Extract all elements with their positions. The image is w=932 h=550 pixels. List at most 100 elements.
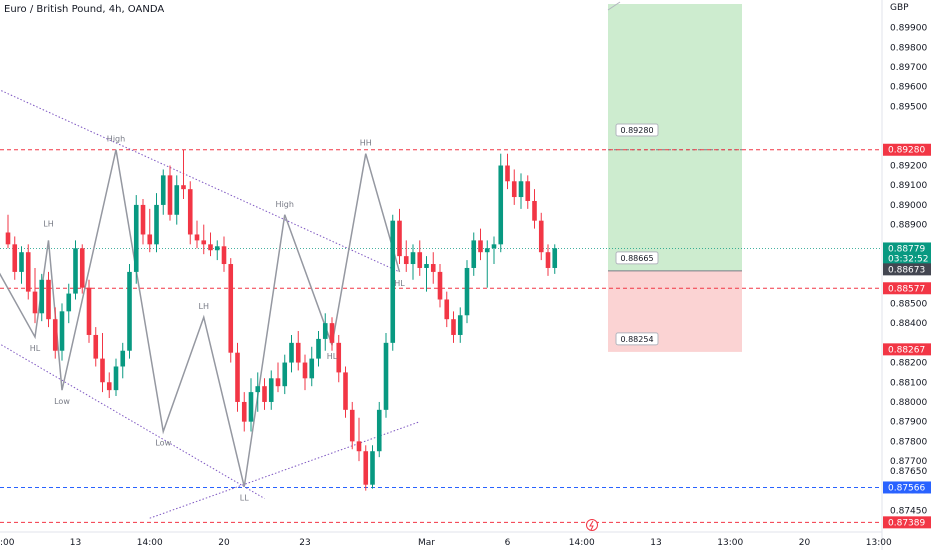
candle bbox=[100, 332, 105, 393]
chart-title: Euro / British Pound, 4h, OANDA bbox=[4, 4, 165, 15]
time-tick: :00 bbox=[0, 538, 15, 548]
pattern-label-high: High bbox=[276, 200, 294, 209]
candle bbox=[430, 252, 436, 284]
candle bbox=[289, 334, 294, 373]
candle-body bbox=[545, 252, 551, 268]
candle-body bbox=[86, 287, 92, 335]
candle-body bbox=[248, 392, 254, 422]
price-tick: 0.87700 bbox=[890, 457, 927, 467]
candle-body bbox=[140, 204, 146, 235]
candle-body bbox=[457, 315, 463, 335]
pattern-label-hl: HL bbox=[30, 344, 41, 353]
candle bbox=[390, 214, 396, 351]
candle-body bbox=[282, 362, 288, 387]
price-tick: 0.87800 bbox=[890, 437, 927, 447]
candle bbox=[154, 193, 159, 253]
pattern-label-high: High bbox=[107, 135, 125, 144]
candle bbox=[221, 236, 227, 272]
candle bbox=[187, 181, 193, 245]
price-axis[interactable]: GBP0.874500.875500.876500.877000.878000.… bbox=[881, 0, 932, 550]
price-tick: 0.88400 bbox=[890, 319, 927, 329]
candle-body bbox=[390, 220, 396, 343]
candle-body bbox=[505, 165, 510, 182]
candle-body bbox=[268, 378, 274, 402]
price-tag-label: 0.88673 bbox=[888, 265, 925, 275]
price-tick: 0.88100 bbox=[890, 378, 927, 388]
candle-body bbox=[32, 291, 38, 314]
candle-body bbox=[127, 271, 132, 351]
long-position-tool[interactable]: 0.89280 0.88665 0.88254 bbox=[607, 1, 742, 352]
candle bbox=[444, 291, 450, 328]
time-axis[interactable]: :00 13 14:00 20 23 Mar 6 14:00 13 13:00 20 13:00 bbox=[0, 519, 892, 549]
zigzag-path bbox=[0, 149, 401, 487]
price-tick: 0.89200 bbox=[890, 162, 927, 172]
candle-body bbox=[309, 358, 315, 379]
trend-lines bbox=[0, 90, 420, 519]
candle bbox=[491, 236, 497, 265]
candle bbox=[52, 307, 58, 359]
candle-body bbox=[349, 409, 355, 442]
level-tag bbox=[883, 516, 931, 529]
candle-body bbox=[113, 366, 119, 391]
time-tick: 14:00 bbox=[137, 538, 163, 548]
candle-body bbox=[241, 401, 247, 422]
price-tick: 0.89100 bbox=[890, 181, 927, 191]
candle bbox=[356, 417, 362, 462]
candle-body bbox=[484, 248, 490, 253]
level-tag-label: 0.87389 bbox=[888, 518, 925, 528]
candle bbox=[518, 173, 524, 209]
candle bbox=[59, 303, 65, 361]
candle-body bbox=[12, 244, 18, 272]
candle bbox=[73, 240, 78, 300]
candle-body bbox=[356, 441, 362, 452]
candle-body bbox=[430, 264, 436, 272]
price-tick: 0.89000 bbox=[890, 201, 927, 211]
candle bbox=[552, 244, 558, 274]
position-handle bbox=[607, 1, 621, 11]
pattern-label-hh: HH bbox=[360, 139, 372, 148]
price-tick: 0.89800 bbox=[890, 43, 927, 53]
candle bbox=[309, 346, 315, 387]
zigzag-line bbox=[0, 149, 401, 487]
candle-body bbox=[336, 342, 342, 373]
candle bbox=[248, 378, 254, 432]
candle bbox=[12, 236, 18, 280]
candle bbox=[397, 208, 402, 265]
pattern-label-hl: HL bbox=[394, 279, 405, 288]
candle bbox=[329, 317, 335, 351]
candle-body bbox=[262, 386, 267, 402]
stop-label: 0.88254 bbox=[620, 335, 653, 344]
pattern-label-ll: LL bbox=[240, 494, 249, 503]
candle bbox=[86, 279, 92, 343]
time-tick: 20 bbox=[799, 538, 811, 548]
candle-body bbox=[295, 342, 301, 363]
candle bbox=[437, 264, 443, 308]
candle bbox=[181, 149, 186, 200]
candle bbox=[120, 342, 126, 379]
candle bbox=[322, 313, 328, 351]
candle-body bbox=[147, 234, 153, 245]
candle bbox=[262, 378, 267, 410]
candle bbox=[79, 244, 85, 294]
candle-body bbox=[255, 386, 261, 393]
level-tag-label: 0.87566 bbox=[888, 483, 925, 493]
price-tick: 0.89600 bbox=[890, 83, 927, 93]
level-tag-label: 0.89280 bbox=[888, 146, 925, 156]
candle bbox=[214, 240, 220, 261]
candle bbox=[484, 240, 490, 288]
time-tick: 20 bbox=[218, 538, 230, 548]
candle bbox=[336, 334, 342, 383]
candle-body bbox=[167, 175, 173, 215]
candle bbox=[538, 212, 544, 261]
target-label: 0.89280 bbox=[620, 126, 653, 135]
candle-body bbox=[5, 232, 11, 245]
candle-body bbox=[444, 299, 450, 320]
candle-body bbox=[133, 204, 139, 272]
candle-body bbox=[403, 256, 409, 265]
candle bbox=[25, 244, 31, 300]
pattern-label-low: Low bbox=[155, 439, 171, 448]
candle-body bbox=[160, 175, 166, 205]
candle-body bbox=[363, 451, 369, 485]
candle bbox=[255, 372, 261, 412]
